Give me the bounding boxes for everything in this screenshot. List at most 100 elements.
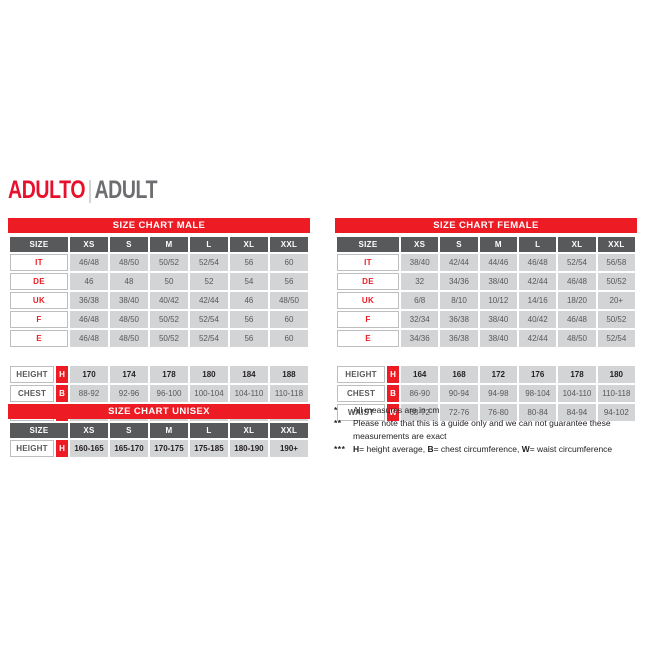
table-row: UK 6/8 8/10 10/12 14/16 18/20 20+ — [337, 292, 635, 309]
table-cell: 165-170 — [110, 440, 148, 457]
row-label-it: IT — [337, 254, 400, 271]
table-cell: 86-90 — [401, 385, 439, 402]
table-cell: 46/48 — [558, 273, 596, 290]
column-header-l: L — [189, 237, 228, 252]
row-label-e: E — [337, 330, 400, 347]
badge-w: W — [387, 404, 400, 421]
table-cell: 168 — [440, 366, 478, 383]
table-row: HEIGHT H 164 168 172 176 178 180 — [337, 366, 635, 383]
badge-h: H — [56, 366, 69, 383]
table-cell: 40/42 — [519, 311, 557, 328]
table-row: F 32/34 36/38 38/40 40/42 46/48 50/52 — [337, 311, 635, 328]
table-cell: 170 — [70, 366, 108, 383]
table-cell: 44/46 — [479, 254, 517, 271]
column-header-s: S — [110, 237, 148, 252]
column-header-l: L — [189, 423, 228, 438]
table-cell: 184 — [229, 366, 268, 383]
table-row: UK 36/38 38/40 40/42 42/44 46 48/50 — [10, 292, 308, 309]
table-cell: 94-102 — [597, 404, 635, 421]
column-header-xxl: XXL — [269, 423, 308, 438]
badge-b: B — [387, 385, 400, 402]
title-adult: ADULT — [94, 176, 158, 204]
table-cell: 52/54 — [597, 330, 635, 347]
table-cell: 6/8 — [401, 292, 439, 309]
chart-male-table: SIZE XS S M L XL XXL IT 46/48 48/50 50/52 52/54 56 60… — [8, 235, 310, 423]
table-cell: 36/38 — [440, 330, 478, 347]
table-cell: 178 — [149, 366, 188, 383]
column-header-m: M — [149, 423, 188, 438]
table-cell: 175-185 — [189, 440, 228, 457]
table-cell: 40/42 — [149, 292, 188, 309]
footnote-marker: * — [334, 405, 338, 415]
table-cell: 8/10 — [440, 292, 478, 309]
table-cell: 164 — [401, 366, 439, 383]
table-cell: 46 — [229, 292, 268, 309]
chart-female-body: SIZE XS S M L XL XXL IT 38/40 42/44 44/46 46/48 52/5… — [337, 237, 635, 421]
table-cell: 50/52 — [149, 311, 188, 328]
table-cell: 20+ — [597, 292, 635, 309]
table-header-row: SIZE XS S M L XL XXL — [337, 237, 635, 252]
table-cell: 50/52 — [597, 273, 635, 290]
column-header-xs: XS — [70, 237, 108, 252]
table-cell: 110-118 — [597, 385, 635, 402]
chart-female-table: SIZE XS S M L XL XXL IT 38/40 42/44 44/46 46/48 52/5… — [335, 235, 637, 423]
table-row: IT 46/48 48/50 50/52 52/54 56 60 — [10, 254, 308, 271]
table-row: DE 46 48 50 52 54 56 — [10, 273, 308, 290]
table-row: E 46/48 48/50 50/52 52/54 56 60 — [10, 330, 308, 347]
table-cell: 42/44 — [519, 330, 557, 347]
table-row: IT 38/40 42/44 44/46 46/48 52/54 56/58 — [337, 254, 635, 271]
table-cell: 92-96 — [110, 385, 148, 402]
chart-unisex-banner: SIZE CHART UNISEX — [8, 404, 310, 419]
column-header-s: S — [110, 423, 148, 438]
table-header-row: SIZE XS S M L XL XXL — [10, 237, 308, 252]
table-row: HEIGHT H 170 174 178 180 184 188 — [10, 366, 308, 383]
table-row: HEIGHT H 160-165 165-170 170-175 175-185 180-1… — [10, 440, 308, 457]
table-cell: 36/38 — [70, 292, 108, 309]
row-label-uk: UK — [337, 292, 400, 309]
table-row: CHEST B 86-90 90-94 94-98 98-104 104-110 110-11… — [337, 385, 635, 402]
table-cell: 46/48 — [519, 254, 557, 271]
column-header-size: SIZE — [10, 237, 69, 252]
table-cell: 84-94 — [558, 404, 596, 421]
table-cell: 88-92 — [70, 385, 108, 402]
table-cell: 36/38 — [440, 311, 478, 328]
row-group-spacer — [10, 349, 308, 364]
table-cell: 60 — [269, 311, 308, 328]
table-cell: 38/40 — [479, 273, 517, 290]
table-cell: 104-110 — [229, 385, 268, 402]
table-cell: 52/54 — [189, 311, 228, 328]
table-row: DE 32 34/36 38/40 42/44 46/48 50/52 — [337, 273, 635, 290]
table-cell: 52/54 — [189, 330, 228, 347]
footnote-text: H= height average, B= chest circumferenc… — [353, 444, 613, 454]
chart-male-body: SIZE XS S M L XL XXL IT 46/48 48/50 50/52 52/54 56 60… — [10, 237, 308, 421]
table-cell: 180-190 — [229, 440, 268, 457]
table-cell: 94-98 — [479, 385, 517, 402]
table-cell: 14/16 — [519, 292, 557, 309]
table-cell: 190+ — [269, 440, 308, 457]
size-chart-male: SIZE CHART MALE SIZE XS S M L XL XXL IT 46/48 48/… — [8, 218, 310, 423]
row-label-de: DE — [337, 273, 400, 290]
table-cell: 56/58 — [597, 254, 635, 271]
page-title: ADULTO|ADULT — [8, 176, 158, 204]
table-cell: 48/50 — [269, 292, 308, 309]
column-header-m: M — [479, 237, 517, 252]
badge-h: H — [56, 440, 69, 457]
table-row: CHEST B 88-92 92-96 96-100 100-104 104-110 110-… — [10, 385, 308, 402]
table-cell: 180 — [597, 366, 635, 383]
table-cell: 188 — [269, 366, 308, 383]
table-cell: 32 — [401, 273, 439, 290]
table-cell: 180 — [189, 366, 228, 383]
footnote-item: *** H= height average, B= chest circumfer… — [334, 443, 644, 456]
size-chart-unisex: SIZE CHART UNISEX SIZE XS S M L XL XXL HEIGHT H 1… — [8, 404, 310, 459]
row-label-de: DE — [10, 273, 69, 290]
row-label-f: F — [337, 311, 400, 328]
row-label-height: HEIGHT — [10, 440, 54, 457]
table-cell: 38/40 — [479, 330, 517, 347]
table-cell: 50/52 — [597, 311, 635, 328]
row-label-e: E — [10, 330, 69, 347]
table-cell: 178 — [558, 366, 596, 383]
column-header-size: SIZE — [337, 237, 400, 252]
table-cell: 110-118 — [269, 385, 308, 402]
table-cell: 50 — [149, 273, 188, 290]
column-header-xl: XL — [558, 237, 596, 252]
